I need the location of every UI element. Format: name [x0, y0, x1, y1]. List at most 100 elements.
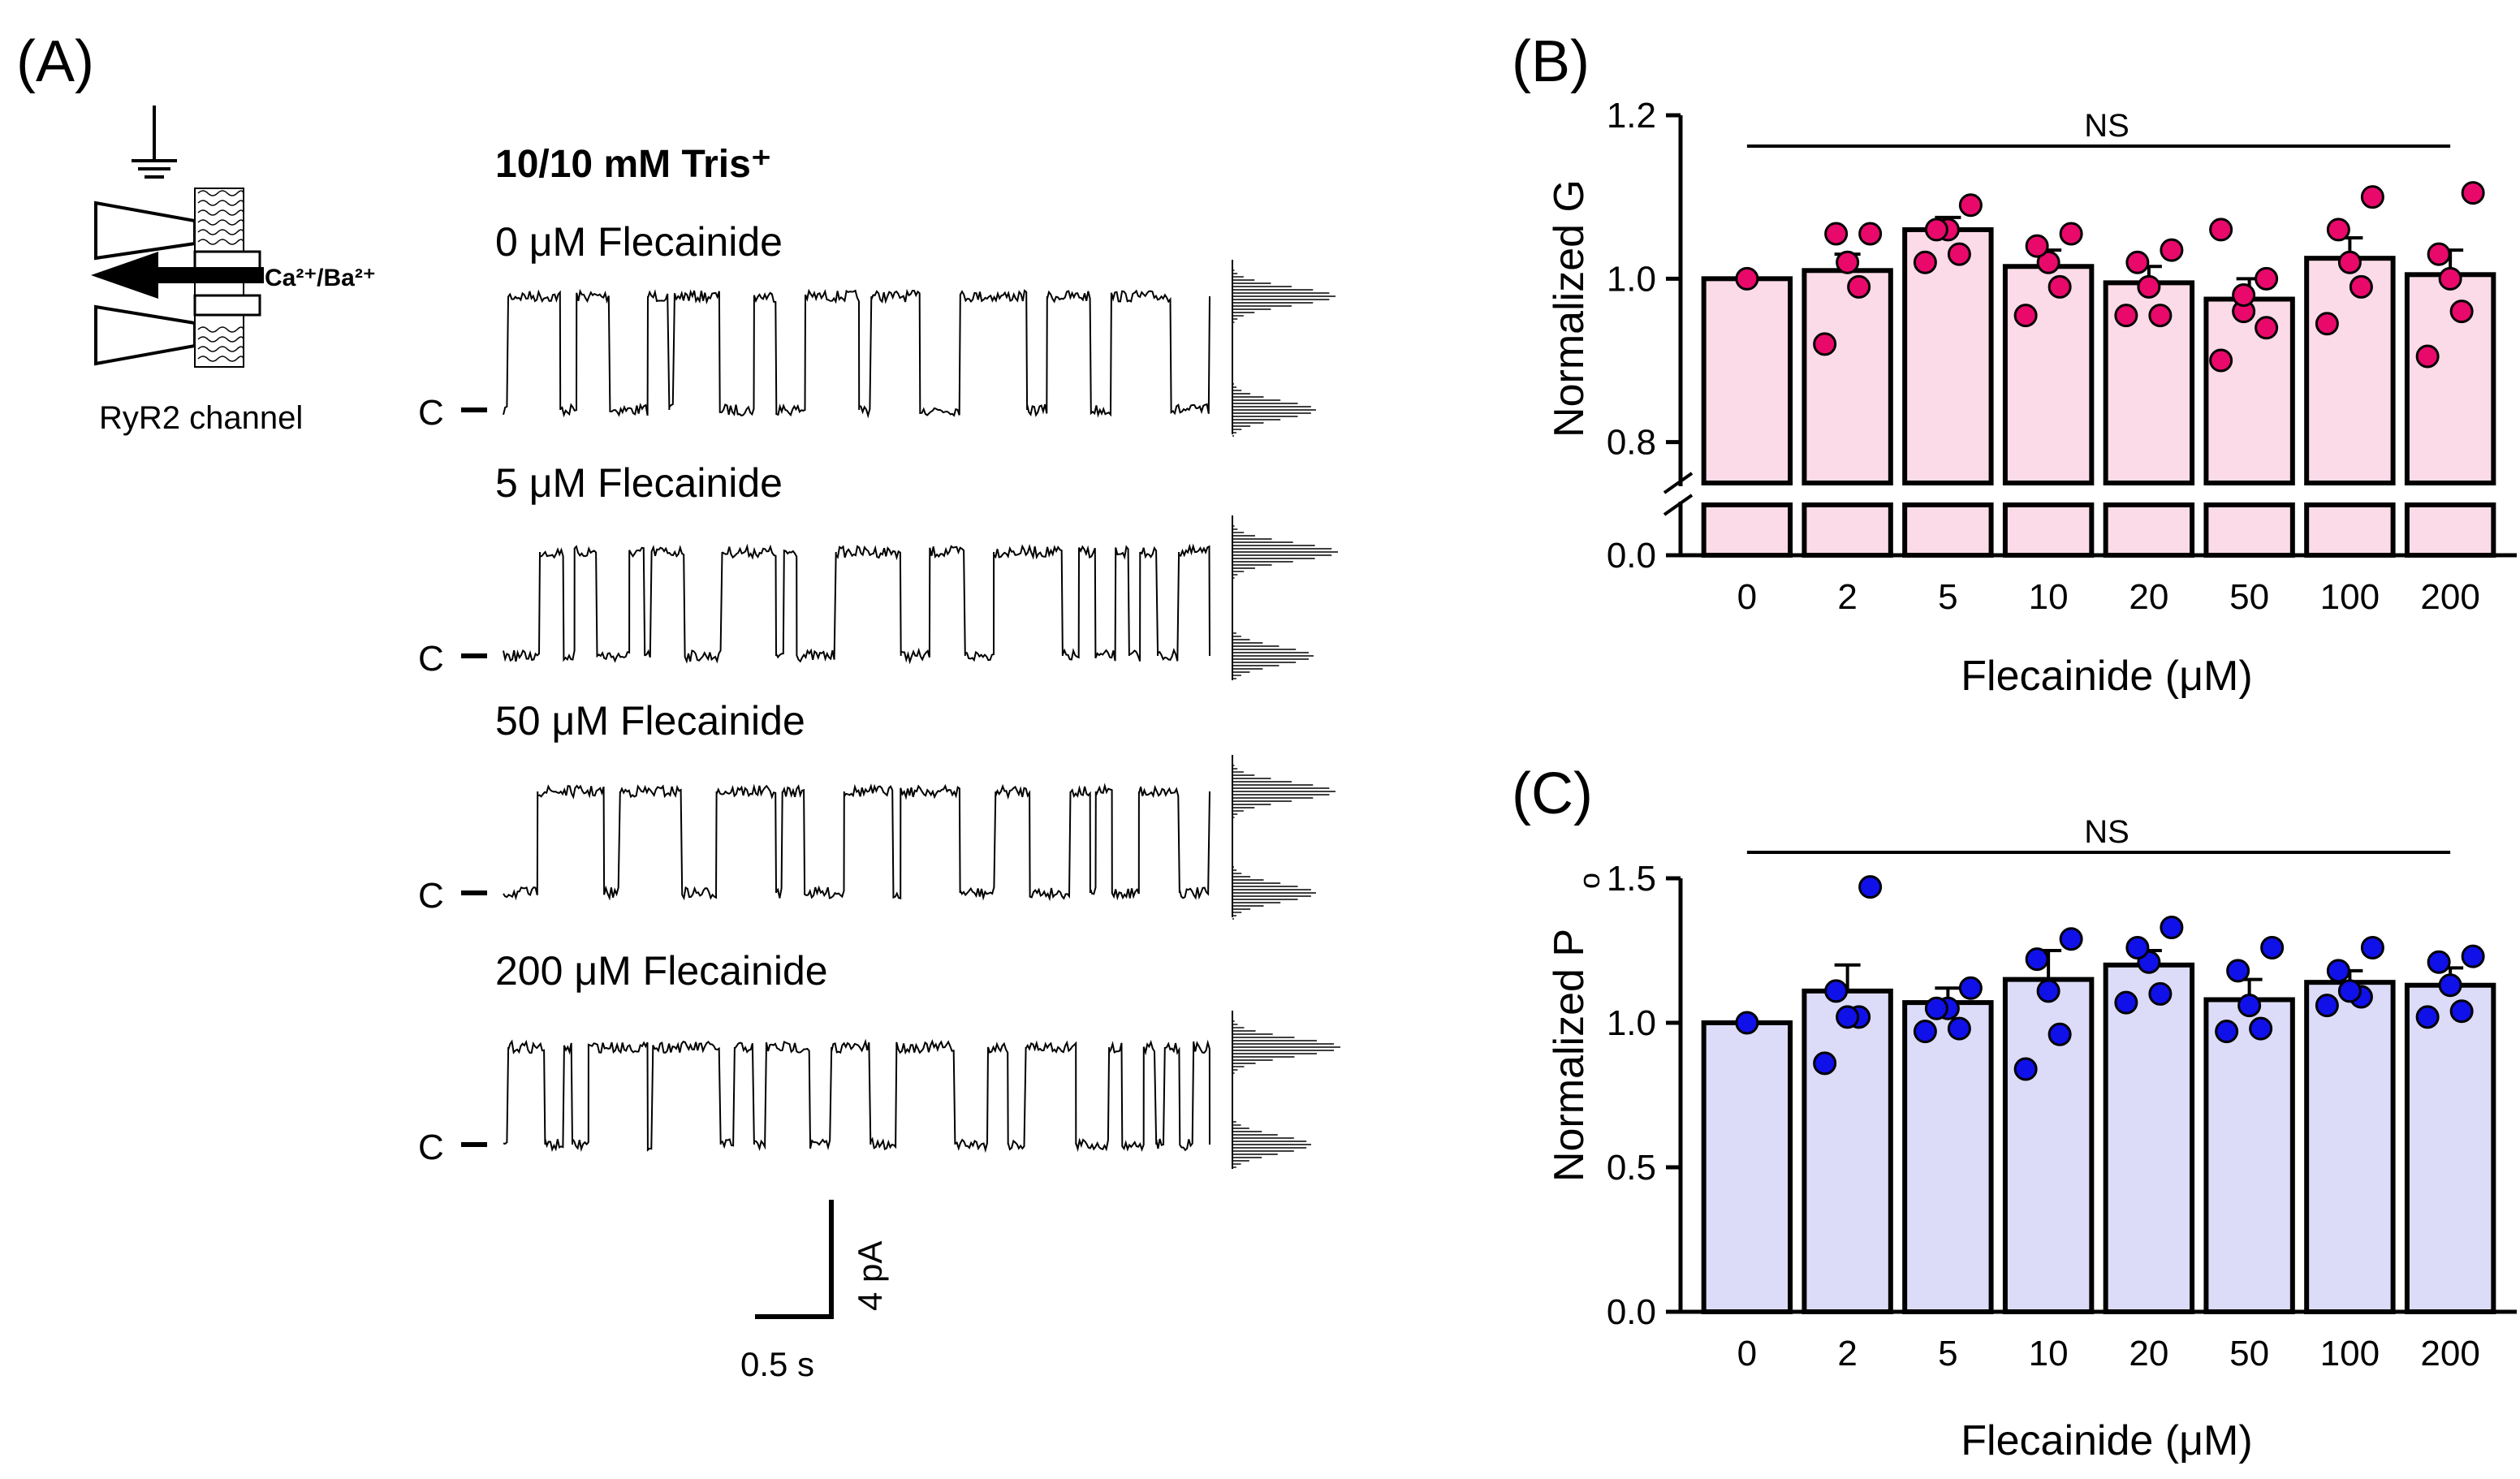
- x-tick-label: 50: [2229, 577, 2269, 617]
- data-point: [2438, 266, 2462, 291]
- bar: [1902, 1000, 1994, 1314]
- panel-b-letter: (B): [1512, 29, 1590, 94]
- data-point: [2048, 274, 2072, 299]
- ion-flow-arrow-head: [91, 252, 158, 299]
- x-tick-label: 10: [2029, 1334, 2069, 1373]
- data-point: [2148, 981, 2173, 1006]
- x-tick-label: 2: [1837, 577, 1857, 617]
- bar: [2304, 256, 2396, 485]
- data-point: [2209, 218, 2233, 242]
- bar: [2002, 977, 2095, 1314]
- trace-label: 200 μM Flecainide: [495, 948, 828, 994]
- data-point: [1735, 1011, 1759, 1035]
- data-point: [2125, 935, 2150, 959]
- x-tick-label: 100: [2320, 1334, 2380, 1373]
- bar: [1701, 1020, 1793, 1314]
- data-point: [1924, 218, 1948, 242]
- bar: [1701, 276, 1793, 486]
- data-point: [2114, 990, 2138, 1015]
- data-point: [1813, 1051, 1837, 1076]
- x-tick-label: 20: [2129, 577, 2168, 617]
- data-point: [1958, 193, 1983, 218]
- data-point: [2160, 238, 2184, 262]
- bar: [2404, 272, 2496, 485]
- data-point: [2255, 266, 2279, 291]
- closed-state-label: C: [418, 1128, 444, 1167]
- trace-row: 50 μM Flecainide C: [418, 698, 1336, 920]
- y-tick-label: 0.8: [1607, 423, 1656, 463]
- data-point: [2025, 947, 2049, 972]
- bar-lower-segment: [1701, 502, 1793, 558]
- data-point: [1824, 979, 1849, 1003]
- data-point: [2013, 1057, 2038, 1081]
- data-point: [2232, 282, 2256, 307]
- y-tick-label: 0.0: [1607, 1292, 1656, 1332]
- axis-break-mark: [1663, 494, 1694, 516]
- bar: [2304, 980, 2396, 1315]
- data-point: [1847, 274, 1871, 299]
- x-tick-label: 5: [1938, 577, 1957, 617]
- data-point: [1824, 222, 1849, 246]
- x-tick-label: 200: [2420, 1334, 2479, 1373]
- data-point: [2013, 304, 2038, 328]
- data-point: [2249, 1016, 2273, 1041]
- x-tick-label: 200: [2420, 577, 2479, 617]
- data-point: [1924, 996, 1948, 1020]
- data-point: [2125, 250, 2150, 274]
- data-point: [2349, 274, 2373, 299]
- trace-header: 10/10 mM Tris⁺: [495, 143, 771, 186]
- bar-lower-segment: [1902, 502, 1994, 558]
- x-tick-label: 100: [2320, 577, 2380, 617]
- trace-label: 0 μM Flecainide: [495, 219, 783, 265]
- conductance-chart: 0.0 0.8 1.0 1.2 0 2 5 10 20 50 100 200 NS Flecainide …: [1546, 96, 2517, 700]
- bar: [1802, 268, 1893, 485]
- data-point: [2148, 304, 2173, 328]
- scale-time-label: 0.5 s: [740, 1345, 814, 1383]
- trace-row: 5 μM Flecainide C: [418, 460, 1338, 680]
- lipid-pattern: [197, 190, 244, 362]
- data-point: [2059, 927, 2083, 951]
- y-tick-label: 0.5: [1607, 1148, 1656, 1188]
- bar: [1802, 988, 1893, 1314]
- data-point: [2461, 181, 2485, 205]
- data-point: [2337, 250, 2362, 274]
- x-tick-label: 2: [1837, 1334, 1857, 1373]
- data-point: [1947, 1016, 1971, 1041]
- data-point: [2025, 234, 2049, 258]
- trace-row: 200 μM Flecainide C: [418, 948, 1340, 1169]
- data-point: [2255, 316, 2279, 340]
- x-tick-label: 10: [2029, 577, 2069, 617]
- y-axis-label: Normalized P: [1546, 929, 1593, 1182]
- bar-lower-segment: [2304, 502, 2396, 558]
- data-point: [1947, 242, 1971, 266]
- bar: [2002, 264, 2095, 485]
- closed-state-label: C: [418, 393, 444, 433]
- closed-state-label: C: [418, 876, 444, 916]
- y-axis-label-subscript: o: [1573, 873, 1606, 889]
- data-point: [2036, 250, 2060, 274]
- panel-a-letter: (A): [16, 29, 94, 94]
- significance-label: NS: [2084, 814, 2129, 850]
- data-point: [1735, 266, 1759, 291]
- data-point: [2036, 979, 2060, 1003]
- schematic-label: RyR2 channel: [99, 400, 303, 436]
- y-tick-label: 1.5: [1607, 859, 1656, 899]
- x-axis-label: Flecainide (μM): [1961, 1417, 2252, 1464]
- bar-lower-segment: [2002, 502, 2095, 558]
- x-tick-label: 0: [1737, 1334, 1757, 1373]
- upper-channel-wing: [94, 201, 196, 261]
- data-point: [1958, 976, 1983, 1000]
- pore-lower: [193, 294, 261, 317]
- bar: [2203, 296, 2295, 485]
- current-trace: [503, 783, 1210, 902]
- data-point: [2160, 916, 2184, 940]
- data-point: [1913, 1020, 1937, 1044]
- y-tick-label: 1.0: [1607, 1003, 1656, 1043]
- data-point: [1836, 1005, 1860, 1029]
- data-point: [1858, 875, 1883, 899]
- y-tick-label: 0.0: [1607, 536, 1656, 576]
- ion-label: Ca²⁺/Ba²⁺: [265, 265, 376, 291]
- x-tick-label: 5: [1938, 1334, 1957, 1373]
